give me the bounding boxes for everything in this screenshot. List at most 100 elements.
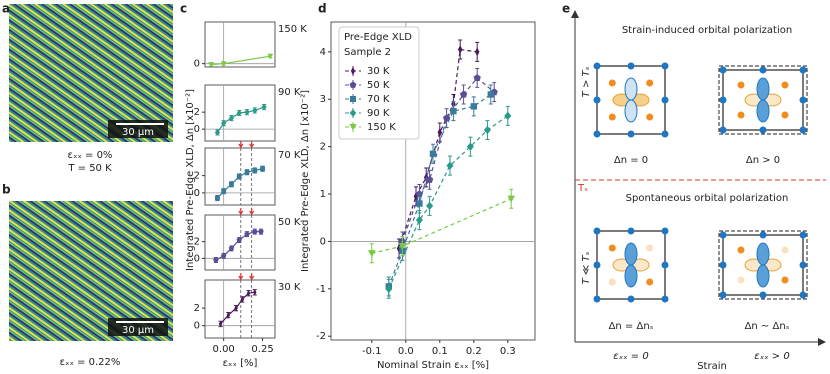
cell-label: Δn ~ Δnₛ (745, 321, 790, 332)
marker (473, 74, 481, 82)
arrow (238, 208, 244, 216)
orbital-z (624, 264, 638, 288)
atom (759, 126, 767, 134)
atom (759, 231, 767, 239)
x-label: εₓₓ > 0 (754, 351, 789, 362)
legend-label: 150 K (367, 122, 396, 133)
y-tick-label: 0 (194, 321, 200, 332)
legend-label: 90 K (367, 108, 390, 119)
marker (349, 124, 357, 131)
marker (507, 195, 516, 203)
marker (442, 114, 451, 122)
marker (470, 103, 477, 110)
orbital-z (624, 99, 638, 123)
arrow (238, 141, 244, 149)
marker (446, 161, 454, 170)
atom (661, 62, 669, 70)
marker (236, 237, 242, 243)
panel-label: d (318, 2, 327, 16)
scale-bar-label: 30 μm (122, 325, 154, 336)
marker (258, 228, 264, 234)
legend-title: Pre-Edge XLD (344, 32, 412, 43)
oxygen (646, 113, 654, 121)
marker (244, 169, 250, 175)
panel-title: 70 K (278, 150, 301, 161)
marker (349, 109, 357, 117)
oxygen (737, 276, 745, 284)
marker (214, 129, 221, 136)
y-tick-label: 2 (194, 107, 200, 118)
atom (661, 227, 669, 235)
arrow (249, 141, 255, 149)
marker (415, 215, 423, 225)
atom (661, 96, 669, 104)
x-label: Strain (697, 361, 727, 372)
strain-box (718, 65, 808, 135)
marker (244, 109, 250, 116)
marker (229, 181, 234, 187)
afm-image (9, 201, 173, 341)
panel-title: 150 K (278, 24, 307, 35)
atom (799, 126, 807, 134)
marker (252, 168, 258, 173)
marker (213, 257, 219, 263)
legend-subtitle: Sample 2 (344, 47, 391, 58)
marker (220, 61, 227, 67)
atom (799, 261, 807, 269)
atom (593, 227, 601, 235)
orbital-z (624, 77, 638, 101)
atom (593, 62, 601, 70)
oxygen (608, 278, 616, 286)
y-tick-label: 0 (194, 124, 200, 135)
atom (627, 62, 635, 70)
oxygen (737, 246, 745, 254)
marker (487, 91, 494, 98)
legend-label: 30 K (367, 66, 390, 77)
y-tick-label: -1 (316, 284, 326, 295)
atom (661, 130, 669, 138)
image-caption: εₓₓ = 0.22% (60, 357, 121, 368)
atom (593, 130, 601, 138)
x-tick-label: 0.2 (466, 346, 482, 357)
marker (228, 114, 235, 122)
atom (627, 130, 635, 138)
marker (234, 304, 238, 312)
panel-label: a (2, 2, 10, 16)
atom (719, 96, 727, 104)
marker (350, 66, 356, 76)
marker (398, 242, 407, 251)
atom (799, 66, 807, 74)
y-tick-label: 2 (194, 171, 200, 182)
oxygen (781, 246, 789, 254)
marker (252, 107, 258, 114)
oxygen (608, 79, 616, 87)
oxygen (608, 113, 616, 121)
marker (267, 53, 274, 60)
marker (236, 174, 242, 179)
marker (459, 90, 468, 98)
arrow (249, 273, 255, 281)
marker (483, 125, 491, 135)
panel-title: 30 K (278, 282, 301, 293)
orbital-z (756, 99, 770, 123)
cell-label: Δn > 0 (746, 155, 780, 166)
plot-frame (204, 21, 276, 68)
atom (759, 291, 767, 299)
diagram-title: Spontaneous orbital polarization (626, 193, 789, 204)
axis-label: T ≪ Tₛ (581, 251, 592, 284)
x-tick-label: 0.1 (432, 346, 448, 357)
legend-label: 50 K (367, 80, 390, 91)
y-axis-label: Integrated Pre-Edge XLD, Δn [x10⁻²] (300, 90, 311, 272)
atom (661, 295, 669, 303)
marker (474, 47, 480, 57)
oxygen (646, 278, 654, 286)
y-axis-label: Integrated Pre-Edge XLD, Δn [x10⁻²] (185, 89, 196, 271)
arrow (249, 208, 255, 216)
marker (450, 107, 457, 115)
orbital-z (624, 242, 638, 266)
diagram-title: Strain-induced orbital polarization (622, 25, 792, 36)
atom (593, 295, 601, 303)
marker (218, 320, 223, 328)
atom (719, 66, 727, 74)
